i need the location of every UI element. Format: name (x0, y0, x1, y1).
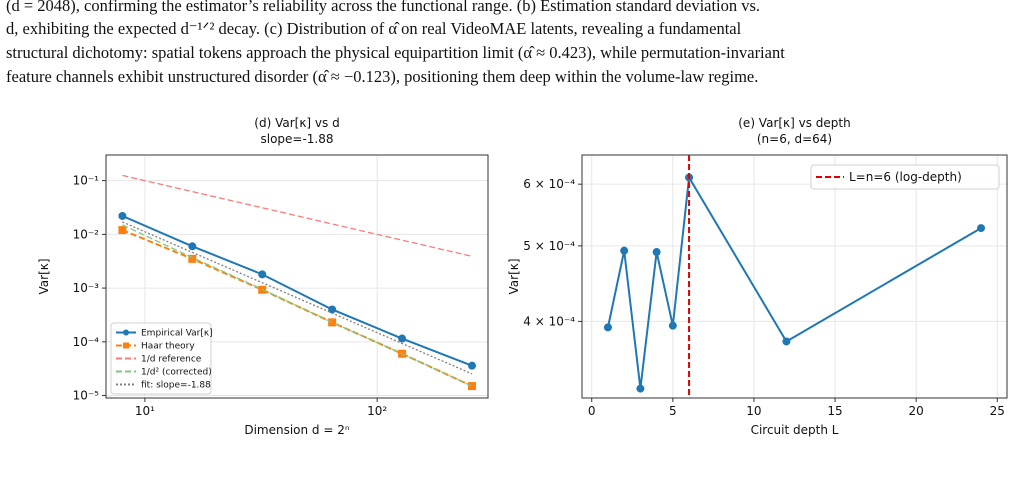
paragraph-line: (d = 2048), confirming the estimator’s r… (6, 0, 761, 15)
legend-box (810, 164, 1000, 190)
point (668, 321, 677, 330)
legend-label: Haar theory (141, 342, 195, 352)
x-tick-label: 5 (669, 404, 677, 418)
legend-marker (123, 329, 129, 336)
point (468, 361, 477, 370)
point (652, 248, 661, 257)
series-line (606, 174, 982, 389)
point (328, 305, 337, 314)
y-tick-label: 5 × 10⁻⁴ (523, 239, 575, 253)
series-line (121, 215, 473, 367)
y-tick-label: 10⁻⁴ (73, 335, 100, 349)
x-axis-label: Circuit depth L (751, 423, 839, 437)
legend-label: 1/d² (corrected) (141, 368, 212, 378)
legend-label: 1/d reference (141, 355, 202, 365)
legend-label: fit: slope=-1.88 (141, 381, 211, 391)
point (188, 242, 197, 251)
chart-title: (e) Var[κ] vs depth (738, 116, 850, 130)
point (328, 318, 337, 327)
x-tick-label: 10¹ (135, 404, 155, 418)
y-tick-label: 10⁻¹ (73, 174, 100, 188)
y-tick-label: 10⁻⁵ (73, 389, 100, 403)
point (636, 384, 645, 393)
point (977, 224, 986, 233)
y-tick-label: 10⁻³ (73, 281, 100, 295)
chart-title: (d) Var[κ] vs d (254, 116, 339, 130)
point (468, 382, 477, 391)
y-tick-label: 6 × 10⁻⁴ (523, 177, 575, 191)
point (398, 334, 407, 343)
legend-box (110, 322, 212, 395)
plot-frame (581, 154, 1008, 399)
x-tick-label: 0 (588, 404, 596, 418)
chart-subtitle: (n=6, d=64) (757, 132, 832, 146)
y-axis-label: Var[κ] (507, 259, 521, 295)
y-tick-label: 10⁻² (73, 227, 100, 241)
chart-subtitle: slope=-1.88 (260, 132, 333, 146)
legend-label: L=n=6 (log-depth) (849, 170, 962, 184)
y-tick-label: 4 × 10⁻⁴ (523, 314, 575, 328)
plot-frame (105, 154, 489, 399)
legend-label: Empirical Var[κ] (141, 329, 213, 339)
series-line (122, 174, 473, 257)
legend-marker (123, 342, 129, 349)
point (782, 337, 791, 346)
x-tick-label: 15 (827, 404, 842, 418)
paragraph-line: feature channels exhibit unstructured di… (6, 67, 759, 86)
point (118, 211, 127, 220)
point (620, 246, 629, 255)
point (258, 270, 267, 279)
x-tick-label: 10 (746, 404, 761, 418)
x-tick-label: 25 (990, 404, 1005, 418)
series-line (122, 224, 473, 387)
x-tick-label: 20 (909, 404, 924, 418)
x-axis-label: Dimension d = 2ⁿ (244, 423, 350, 437)
point (603, 323, 612, 332)
point (118, 226, 127, 235)
y-axis-label: Var[κ] (37, 259, 51, 295)
paragraph-line: structural dichotomy: spatial tokens app… (6, 43, 785, 62)
series-line (122, 221, 473, 375)
point (188, 254, 197, 263)
paragraph-line: d, exhibiting the expected d⁻¹ᐟ² decay. … (6, 19, 742, 38)
x-tick-label: 10² (367, 404, 387, 418)
